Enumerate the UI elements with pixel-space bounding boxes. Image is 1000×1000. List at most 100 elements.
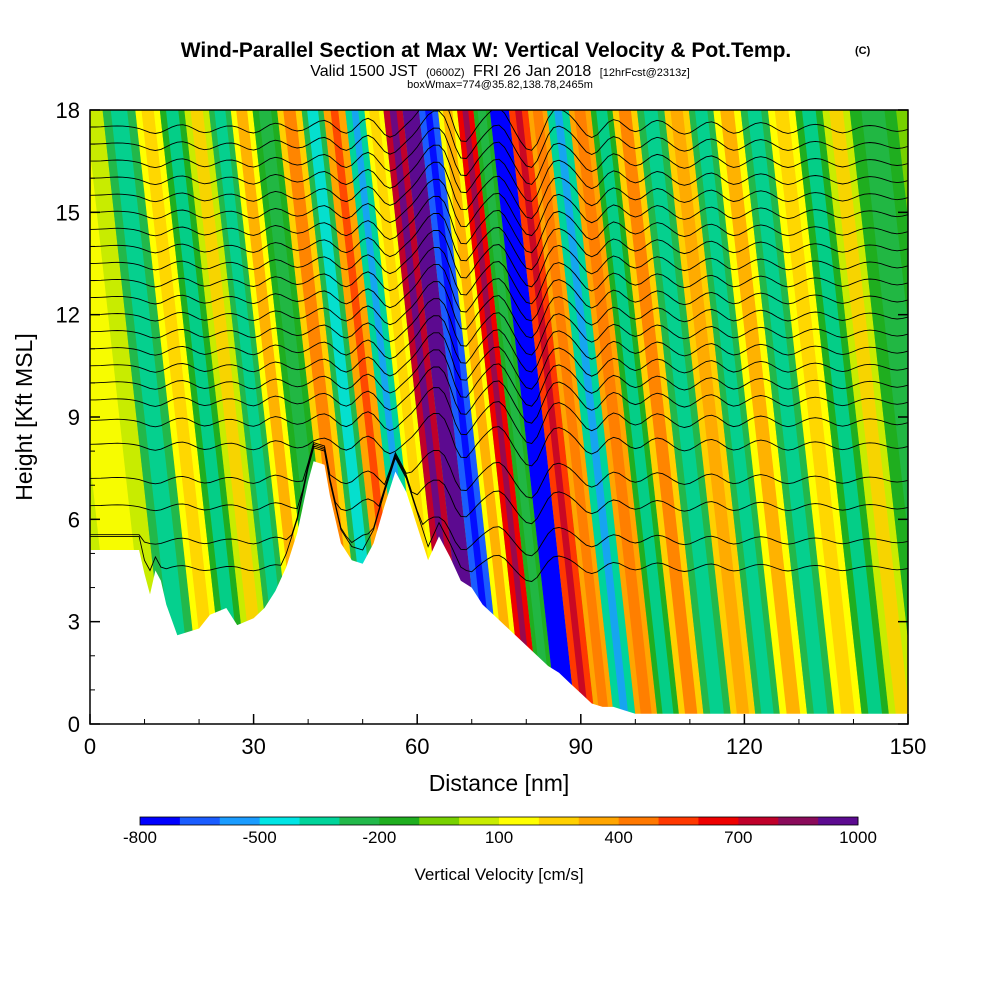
isentrope-lines: [90, 110, 908, 582]
x-tick-label: 150: [890, 734, 927, 759]
colorbar-swatch: [219, 817, 261, 825]
isentrope-line: [90, 229, 908, 288]
velocity-core: [829, 110, 908, 724]
colorbar-label: 100: [485, 828, 513, 847]
chart-subtitle: Valid 1500 JST (0600Z) FRI 26 Jan 2018 […: [310, 63, 690, 80]
colorbar-swatch: [259, 817, 301, 825]
y-tick-label: 15: [56, 200, 80, 225]
colorbar-swatch: [140, 817, 181, 825]
isentrope-line: [90, 387, 908, 445]
colorbar-swatch: [818, 817, 859, 825]
isentrope-line: [90, 443, 908, 525]
y-tick-label: 9: [68, 405, 80, 430]
velocity-core: [694, 110, 775, 724]
isentrope-line: [90, 445, 908, 557]
subtitle-date: FRI 26 Jan 2018: [473, 63, 591, 80]
subtitle-valid: Valid 1500 JST: [310, 63, 418, 80]
velocity-core: [165, 110, 246, 724]
colorbar-swatch: [578, 817, 620, 825]
colorbar: -800 -500 -200 100 400 700 1000: [123, 816, 877, 847]
velocity-core: [532, 110, 610, 724]
isentrope-line: [90, 144, 908, 203]
terrain-mask: [90, 461, 908, 724]
colorbar-swatch: [379, 817, 420, 825]
colorbar-title: Vertical Velocity [cm/s]: [414, 865, 583, 884]
velocity-core: [214, 110, 293, 724]
chart-box-info: boxWmax=774@35.82,138.78,2465m: [407, 79, 593, 91]
velocity-core: [596, 110, 675, 724]
isentrope-line: [90, 178, 908, 237]
isentrope-line: [90, 447, 908, 582]
plot-area: [90, 110, 908, 724]
x-tick-label: 30: [241, 734, 265, 759]
isentrope-line: [90, 161, 908, 220]
y-tick-label: 0: [68, 712, 80, 737]
x-tick-label: 0: [84, 734, 96, 759]
x-tick-label: 60: [405, 734, 429, 759]
colorbar-swatch: [778, 817, 819, 825]
x-tick-label: 90: [569, 734, 593, 759]
velocity-core: [442, 110, 520, 724]
colorbar-label: -800: [123, 828, 157, 847]
x-axis-label: Distance [nm]: [429, 770, 570, 796]
colorbar-swatch: [658, 817, 699, 825]
velocity-core: [720, 110, 802, 724]
velocity-core: [774, 110, 856, 724]
isentrope-line: [90, 264, 908, 322]
colorbar-swatch: [339, 817, 380, 825]
colorbar-swatch: [179, 817, 221, 825]
colorbar-label: -500: [243, 828, 277, 847]
chart-title-mark: (C): [855, 45, 871, 57]
isentrope-line: [90, 442, 908, 499]
y-tick-label: 3: [68, 610, 80, 635]
velocity-core: [462, 110, 536, 724]
velocity-core: [574, 110, 653, 724]
y-tick-label: 6: [68, 507, 80, 532]
isentrope-line: [90, 298, 908, 356]
colorbar-swatch: [499, 817, 540, 825]
velocity-core: [477, 110, 554, 724]
isentrope-line: [90, 212, 908, 271]
isentrope-line: [90, 366, 908, 424]
isentrope-line: [90, 281, 908, 339]
isentrope-line: [90, 332, 908, 390]
velocity-core: [554, 110, 630, 724]
velocity-core: [425, 110, 500, 724]
velocity-core: [495, 110, 571, 724]
velocity-core: [643, 110, 725, 724]
subtitle-utc: (0600Z): [426, 67, 465, 79]
x-tick-label: 120: [726, 734, 763, 759]
y-tick-label: 18: [56, 98, 80, 123]
colorbar-swatch: [738, 817, 779, 825]
velocity-core: [407, 110, 482, 724]
colorbar-frame: [139, 816, 859, 826]
isentrope-line: [90, 110, 908, 151]
subtitle-fcst: [12hrFcst@2313z]: [600, 67, 690, 79]
colorbar-label: 1000: [839, 828, 877, 847]
colorbar-label: -200: [362, 828, 396, 847]
isentrope-line: [90, 349, 908, 407]
colorbar-label: 700: [724, 828, 752, 847]
colorbar-label: 400: [604, 828, 632, 847]
isentrope-line: [90, 247, 908, 305]
colorbar-swatch: [299, 817, 340, 825]
colorbar-swatch: [618, 817, 660, 825]
axes: 0 30 60 90 120 150 0 3 6 9 12 15 18: [56, 98, 927, 759]
isentrope-line: [90, 413, 908, 467]
velocity-core: [801, 110, 884, 724]
velocity-core: [861, 110, 908, 535]
isentrope-line: [90, 195, 908, 254]
colorbar-swatch: [698, 817, 739, 825]
isentrope-line: [90, 315, 908, 373]
velocity-core: [747, 110, 829, 724]
isentrope-line: [90, 110, 908, 168]
velocity-core: [515, 110, 590, 724]
colorbar-swatch: [419, 817, 460, 825]
colorbar-swatch: [538, 817, 580, 825]
colorbar-swatch: [459, 817, 500, 825]
isentrope-line: [90, 127, 908, 185]
y-tick-label: 12: [56, 303, 80, 328]
y-axis-label: Height [Kft MSL]: [11, 333, 37, 500]
chart-title: Wind-Parallel Section at Max W: Vertical…: [181, 39, 792, 62]
